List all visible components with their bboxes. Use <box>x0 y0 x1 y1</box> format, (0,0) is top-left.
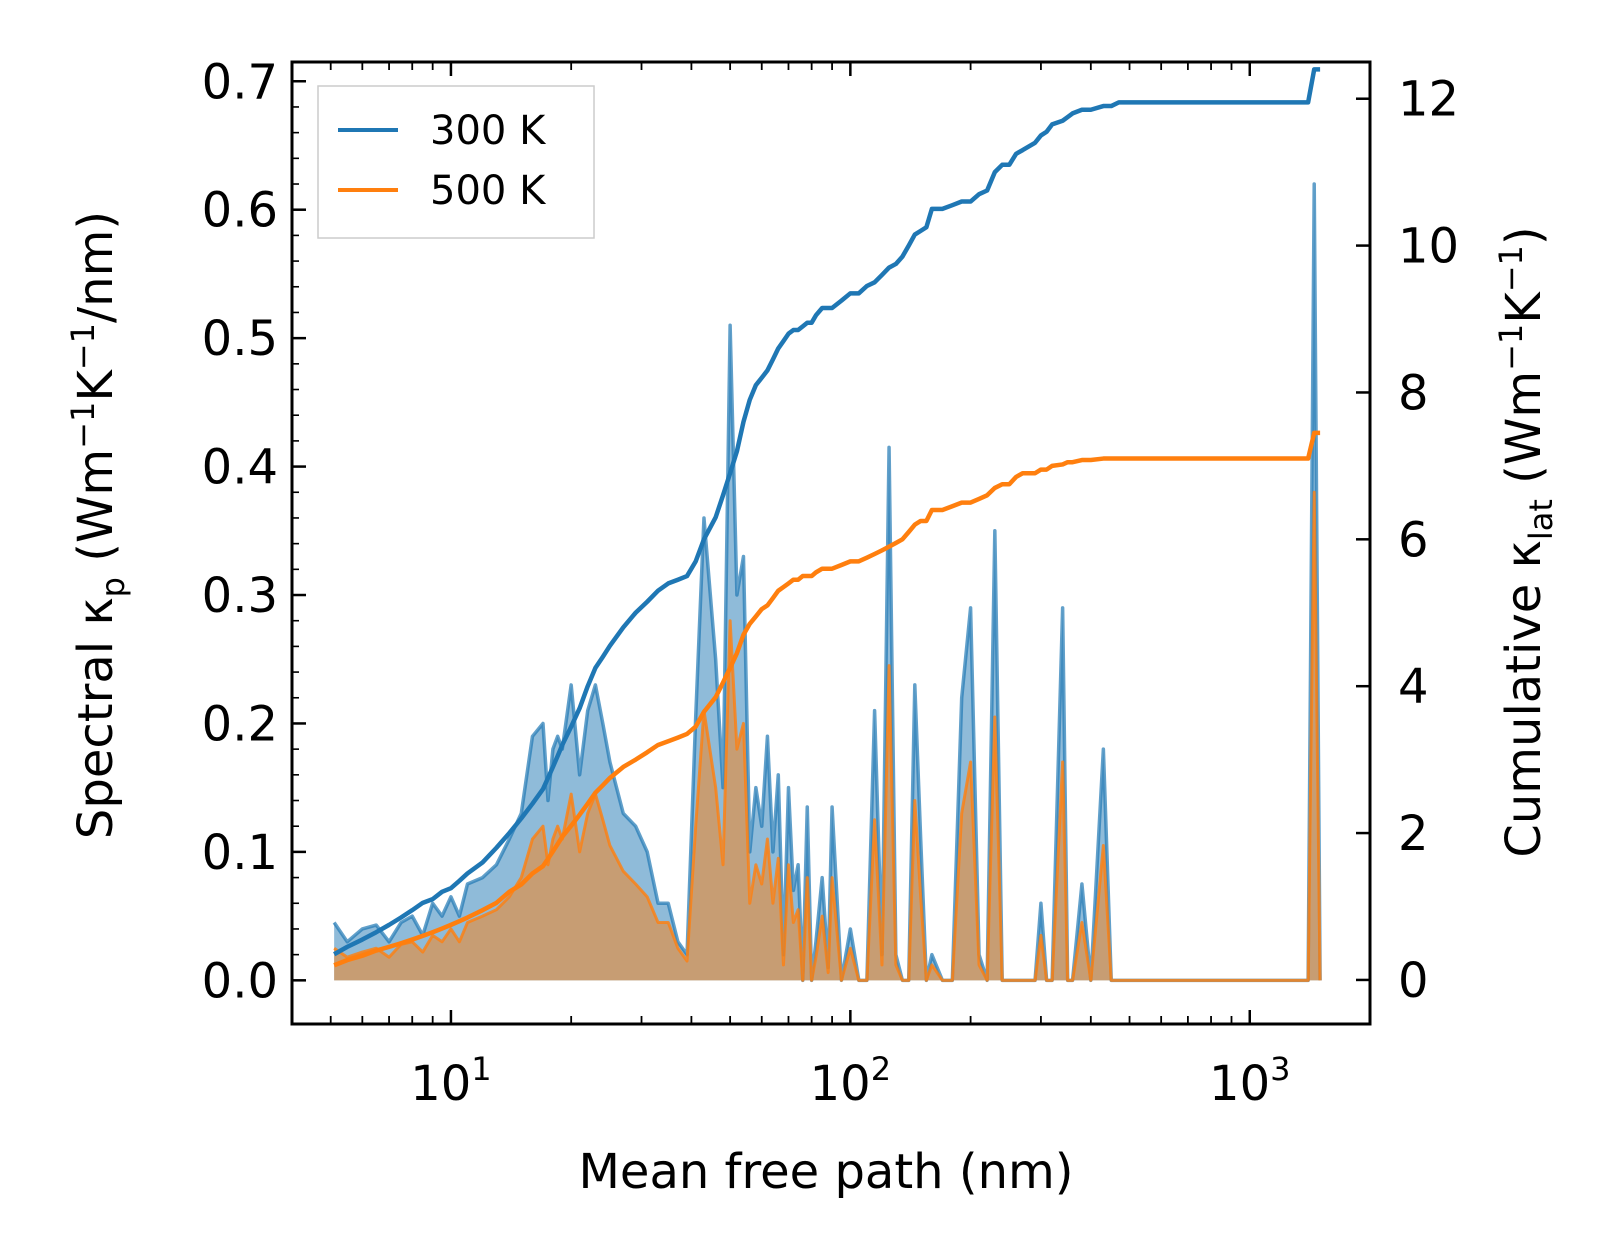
left-y-tick-label: 0.6 <box>202 183 278 239</box>
spectral-300K-area <box>334 184 1321 981</box>
plot-area <box>332 67 1322 983</box>
left-y-axis-title: Spectral κp (Wm−1K−1/nm) <box>64 211 132 839</box>
spectral-500K-area <box>334 492 1321 981</box>
right-y-tick-label: 2 <box>1398 806 1429 862</box>
legend: 300 K 500 K <box>317 85 595 239</box>
right-y-tick-label: 12 <box>1398 72 1459 128</box>
right-y-tick-label: 4 <box>1398 659 1429 715</box>
right-y-tick-label: 10 <box>1398 219 1459 275</box>
x-axis-title: Mean free path (nm) <box>579 1144 1074 1200</box>
cumulative-300K-line <box>333 67 1321 957</box>
right-y-tick-label: 8 <box>1398 365 1429 421</box>
legend-box <box>317 85 595 239</box>
x-tick-label: 102 <box>810 1050 891 1112</box>
left-y-tick-label: 0.1 <box>202 825 278 881</box>
spectral-500K-line <box>333 490 1322 982</box>
ticks: 101 102 103 0.0 0.1 0.2 0.3 0.4 0.5 0.6 0.7 0 2 4 6 8 10… <box>202 54 1459 1112</box>
cumulative-500K-line <box>333 430 1321 968</box>
x-tick-label: 101 <box>410 1050 491 1112</box>
legend-label-300K: 300 K <box>430 108 547 154</box>
left-y-tick-label: 0.0 <box>202 953 278 1009</box>
legend-label-500K: 500 K <box>430 168 547 214</box>
left-y-tick-label: 0.4 <box>202 440 278 496</box>
left-y-tick-label: 0.5 <box>202 311 278 367</box>
left-y-tick-label: 0.3 <box>202 568 278 624</box>
x-tick-label: 103 <box>1209 1050 1290 1112</box>
left-y-tick-label: 0.2 <box>202 696 278 752</box>
right-y-tick-label: 0 <box>1398 953 1429 1009</box>
right-y-tick-label: 6 <box>1398 512 1429 568</box>
right-y-axis-title: Cumulative κlat (Wm−1K−1) <box>1492 226 1560 857</box>
left-y-tick-label: 0.7 <box>202 54 278 110</box>
